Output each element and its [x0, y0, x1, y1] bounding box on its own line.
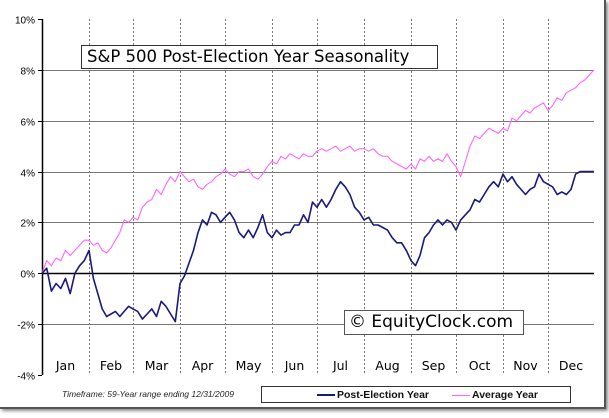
- y-tick-label: 6%: [21, 118, 36, 129]
- y-tick-label: 2%: [21, 219, 36, 230]
- x-month-label-jun: Jun: [284, 358, 305, 373]
- watermark: © EquityClock.com: [344, 310, 524, 335]
- x-month-label-nov: Nov: [513, 358, 538, 373]
- series-lines: [41, 69, 595, 323]
- legend-swatch-post-election-year: [317, 394, 335, 396]
- x-month-label-feb: Feb: [100, 358, 122, 373]
- y-tick-label: -2%: [17, 321, 35, 332]
- x-month-label-aug: Aug: [375, 358, 399, 373]
- timeframe-footnote: Timeframe: 59-Year range ending 12/31/20…: [62, 389, 234, 399]
- x-month-label-jan: Jan: [55, 358, 75, 373]
- x-month-label-may: May: [236, 358, 262, 373]
- y-axis: 10% 8% 6% 4% 2% 0% -2% -4%: [15, 16, 44, 383]
- y-tick-label: -4%: [17, 372, 35, 383]
- x-month-label-sep: Sep: [422, 358, 446, 373]
- x-month-label-apr: Apr: [192, 358, 214, 373]
- legend-item-average-year: Average Year: [452, 388, 538, 402]
- x-axis-month-labels: Jan Feb Mar Apr May Jun Jul Aug Sep Oct Nov Dec: [55, 358, 583, 373]
- legend-swatch-average-year: [452, 394, 470, 396]
- series-line-post-election-year: [41, 170, 594, 323]
- x-month-label-oct: Oct: [469, 358, 491, 373]
- legend: Post-Election Year Average Year: [261, 386, 571, 403]
- x-month-label-dec: Dec: [559, 358, 583, 373]
- y-tick-label: 0%: [21, 270, 36, 281]
- x-month-label-jul: Jul: [332, 358, 348, 373]
- y-tick-label: 10%: [15, 16, 35, 27]
- legend-item-post-election-year: Post-Election Year: [317, 388, 429, 402]
- month-separator-gridlines: [89, 19, 549, 375]
- chart-title: S&P 500 Post-Election Year Seasonality: [81, 45, 438, 69]
- x-month-label-mar: Mar: [145, 358, 169, 373]
- legend-label: Post-Election Year: [337, 389, 430, 401]
- series-line-average-year: [41, 69, 595, 274]
- y-tick-label: 4%: [21, 169, 36, 180]
- y-tick-label: 8%: [21, 67, 36, 78]
- legend-label: Average Year: [472, 389, 538, 401]
